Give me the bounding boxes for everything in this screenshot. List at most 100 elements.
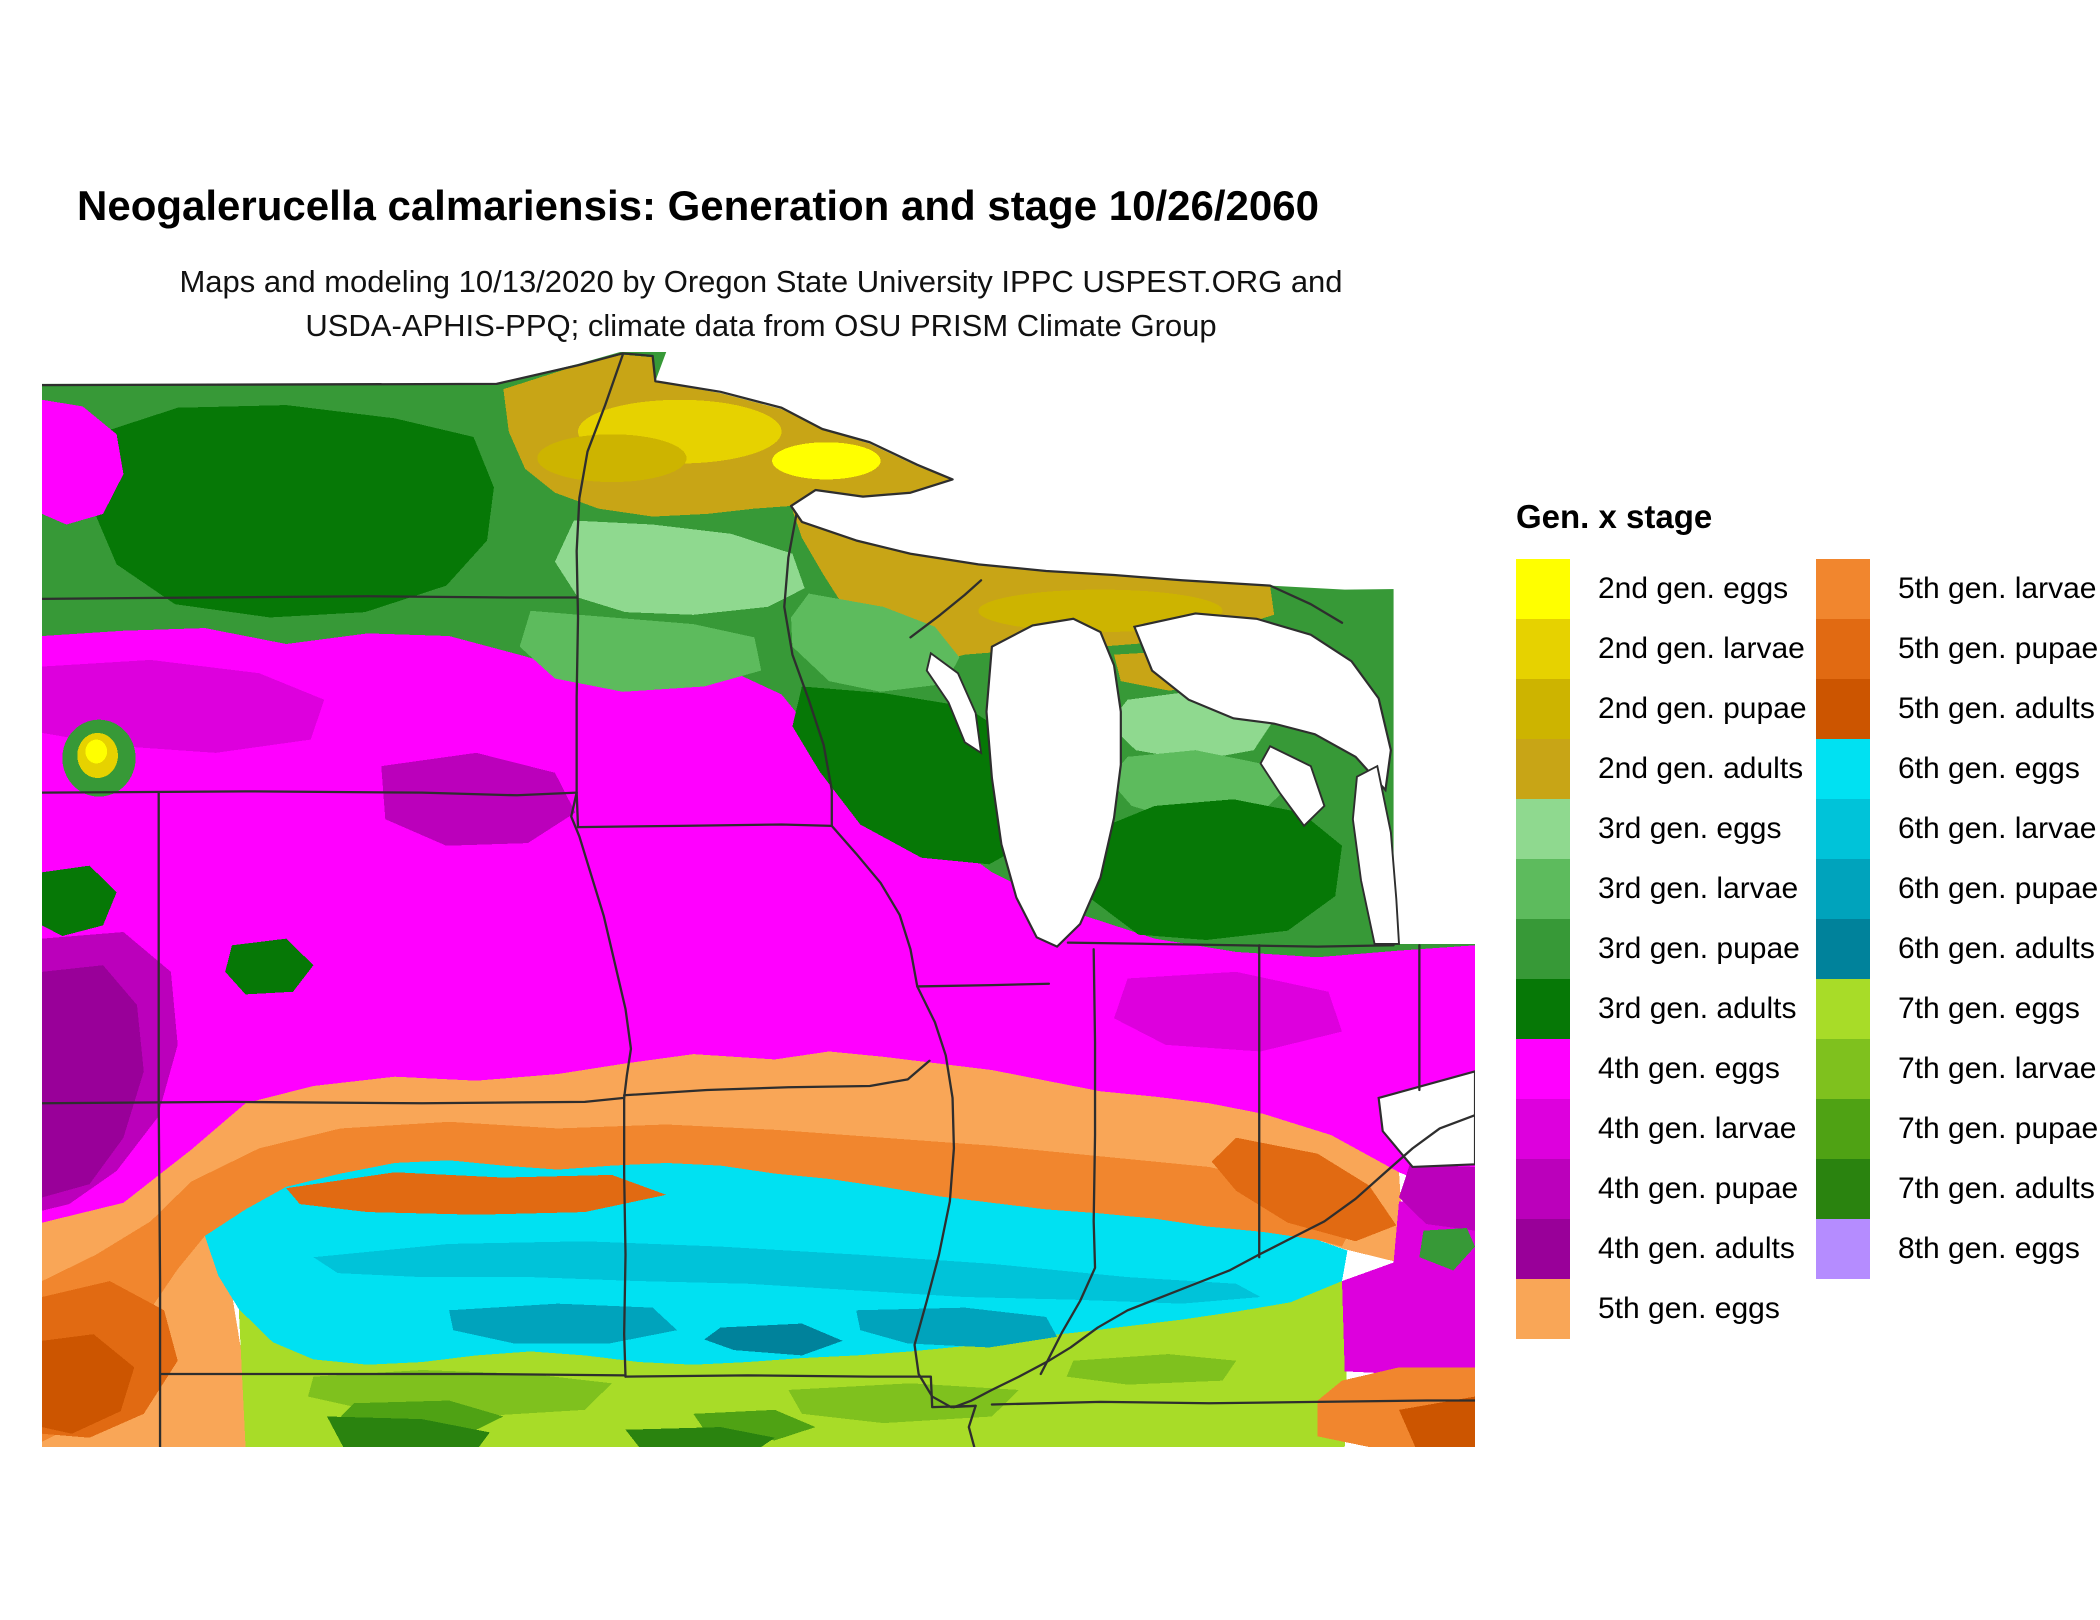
legend-label: 4th gen. pupae [1598,1172,1799,1205]
region-3rd-gen-larvae-wi [791,593,960,692]
legend-label: 3rd gen. eggs [1598,812,1782,845]
border-missouri-river-ia [570,791,633,1100]
legend-swatch [1516,1099,1570,1159]
legend-label: 3rd gen. larvae [1598,872,1799,905]
legend-swatch [1816,559,1870,619]
border-wi-up [909,579,983,639]
border-canada-superior [40,352,1344,624]
legend-item: 4th gen. larvae [1516,1099,1807,1159]
legend-column-1: 2nd gen. eggs 2nd gen. larvae 2nd gen. p… [1516,559,1807,1339]
legend-swatch [1816,979,1870,1039]
legend-item: 2nd gen. adults [1516,739,1807,799]
lake-huron-east-shore [1351,764,1401,945]
legend-label: 5th gen. eggs [1598,1292,1780,1325]
legend-item: 7th gen. adults [1816,1159,2098,1219]
border-wi-il [916,982,1051,988]
legend-swatch [1516,1219,1570,1279]
legend-swatch [1816,1159,1870,1219]
lake-huron [1132,612,1392,793]
border-nd-sd [40,595,578,601]
region-3rd-gen-adults-wi [792,686,1044,865]
subtitle-line-2: USDA-APHIS-PPQ; climate data from OSU PR… [305,308,1217,343]
border-mo-ar [624,1374,977,1409]
legend-item: 6th gen. pupae [1816,859,2098,919]
legend-item: 3rd gen. adults [1516,979,1807,1039]
legend-label: 3rd gen. adults [1598,992,1797,1025]
region-2nd-gen-eggs [772,442,881,480]
legend-item: 5th gen. larvae [1816,559,2098,619]
border-ks-mo [623,1096,627,1378]
legend-swatch [1516,1159,1570,1219]
legend-item: 7th gen. pupae [1816,1099,2098,1159]
legend-label: 2nd gen. pupae [1598,692,1807,725]
legend-label: 4th gen. larvae [1598,1112,1797,1145]
legend-item: 5th gen. eggs [1516,1279,1807,1339]
legend-label: 8th gen. eggs [1898,1232,2080,1265]
page-subtitle: Maps and modeling 10/13/2020 by Oregon S… [77,260,1445,348]
region-3rd-gen-larvae-mn [519,610,762,692]
legend-swatch [1516,799,1570,859]
legend-title: Gen. x stage [1516,498,1713,535]
legend-label: 6th gen. adults [1898,932,2095,965]
region-4th-gen-eggs-nw [42,399,124,525]
border-mn-ia [576,823,833,829]
legend-swatch [1516,619,1570,679]
legend-item: 8th gen. eggs [1816,1219,2098,1279]
legend-swatch [1516,739,1570,799]
legend-swatch [1516,919,1570,979]
border-sd-ne [40,790,578,797]
legend-item: 2nd gen. pupae [1516,679,1807,739]
legend-label: 7th gen. eggs [1898,992,2080,1025]
legend-label: 2nd gen. eggs [1598,572,1789,605]
lake-michigan [985,617,1122,948]
canada-top-strip [42,352,621,384]
region-5th-gen-adults-secorner [1399,1396,1475,1447]
legend-label: 7th gen. adults [1898,1172,2095,1205]
legend-item: 4th gen. pupae [1516,1159,1807,1219]
legend-item: 2nd gen. larvae [1516,619,1807,679]
legend-item: 5th gen. adults [1816,679,2098,739]
legend-swatch [1816,919,1870,979]
legend-item: 6th gen. adults [1816,919,2098,979]
map-water [42,352,1477,1169]
region-7th-gen-adults-c [625,1427,775,1447]
legend-item: 2nd gen. eggs [1516,559,1807,619]
legend-item: 5th gen. pupae [1816,619,2098,679]
border-mississippi-river [830,824,977,1409]
legend-item: 6th gen. eggs [1816,739,2098,799]
subtitle-line-1: Maps and modeling 10/13/2020 by Oregon S… [179,264,1343,299]
region-3rd-gen-adults-mi [1089,799,1343,940]
canada-east-of-michigan [1393,585,1475,944]
border-mn-wi [783,512,833,827]
legend-label: 4th gen. eggs [1598,1052,1780,1085]
legend-label: 2nd gen. adults [1598,752,1804,785]
map-fill-regions [42,352,1475,1447]
region-7th-gen-larvae-c [788,1383,1020,1424]
legend-item: 6th gen. larvae [1816,799,2098,859]
region-5th-gen-pupae-oh [1211,1137,1397,1242]
region-3rd-gen-adults-spot2 [225,938,314,995]
legend-swatch [1816,739,1870,799]
legend-label: 5th gen. adults [1898,692,2095,725]
saginaw-bay [1259,744,1326,828]
legend-swatch [1816,1039,1870,1099]
region-2nd-gen-pupae [537,434,687,483]
region-4th-gen-adults-west [42,965,144,1198]
legend-swatch [1516,859,1570,919]
border-west-vertical [157,791,162,1449]
legend-label: 5th gen. pupae [1898,632,2099,665]
legend-swatch [1516,1039,1570,1099]
page-title: Neogalerucella calmariensis: Generation … [77,182,1319,229]
legend-item: 7th gen. larvae [1816,1039,2098,1099]
legend-swatch [1816,619,1870,679]
region-5th-gen-adults-corner [42,1334,135,1434]
legend-item: 3rd gen. larvae [1516,859,1807,919]
legend-swatch [1816,1099,1870,1159]
border-mn-west [575,353,624,829]
border-mississippi-south [967,1404,977,1449]
legend-item: 7th gen. eggs [1816,979,2098,1039]
region-6th-gen-pupae-w [449,1303,678,1344]
legend-swatch [1816,859,1870,919]
region-6th-gen-pupae-e [856,1307,1058,1348]
